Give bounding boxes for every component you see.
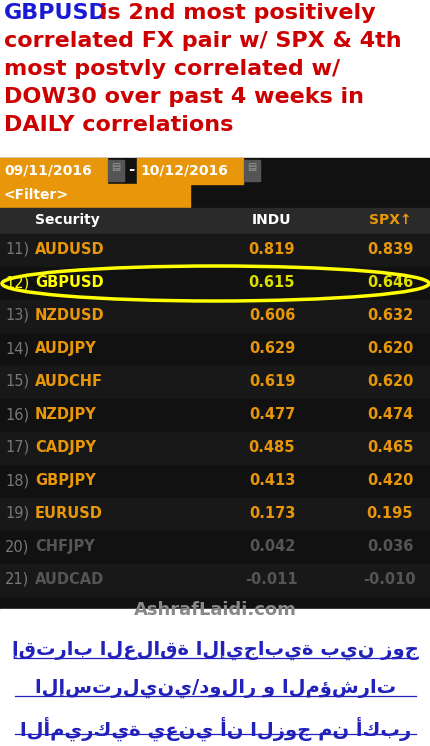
Text: 13): 13) [5, 308, 29, 323]
Bar [0, 0, 430, 158]
Bar [137, 158, 243, 184]
Bar [0, 184, 190, 208]
Text: 09/11/2016: 09/11/2016 [4, 163, 92, 177]
Text: 0.195: 0.195 [366, 506, 412, 521]
Text: 0.173: 0.173 [248, 506, 295, 521]
Text: 0.819: 0.819 [248, 242, 295, 257]
Text: INDU: INDU [252, 213, 291, 227]
Text: 18): 18) [5, 473, 29, 488]
Bar [0, 564, 430, 597]
Text: DOW30 over past 4 weeks in: DOW30 over past 4 weeks in [4, 87, 363, 107]
Text: 0.629: 0.629 [248, 341, 295, 356]
Text: -0.011: -0.011 [245, 572, 298, 587]
Text: 0.485: 0.485 [248, 440, 295, 455]
Text: 21): 21) [5, 572, 29, 587]
Text: CADJPY: CADJPY [35, 440, 96, 455]
Text: 12): 12) [5, 275, 29, 290]
Text: CHFJPY: CHFJPY [35, 539, 95, 554]
Bar [0, 208, 430, 234]
Text: 0.042: 0.042 [248, 539, 295, 554]
Bar [0, 366, 430, 399]
Text: 0.620: 0.620 [366, 341, 412, 356]
Bar [0, 498, 430, 531]
Bar [0, 633, 430, 746]
Bar [108, 160, 124, 181]
Text: AUDJPY: AUDJPY [35, 341, 96, 356]
Text: 20): 20) [5, 539, 29, 554]
Text: NZDUSD: NZDUSD [35, 308, 104, 323]
Text: -: - [128, 162, 134, 177]
Text: correlated FX pair w/ SPX & 4th: correlated FX pair w/ SPX & 4th [4, 31, 401, 51]
Text: <Filter>: <Filter> [4, 188, 69, 202]
Text: 0.646: 0.646 [366, 275, 412, 290]
Text: ▤: ▤ [111, 162, 120, 172]
Text: 0.465: 0.465 [366, 440, 412, 455]
Text: AUDCHF: AUDCHF [35, 374, 103, 389]
Text: EURUSD: EURUSD [35, 506, 103, 521]
Text: الأميركية يعني أن الزوج من أكبر: الأميركية يعني أن الزوج من أكبر [20, 717, 410, 742]
Text: 0.632: 0.632 [366, 308, 412, 323]
Text: 0.474: 0.474 [366, 407, 412, 422]
Bar [0, 597, 430, 609]
Bar [0, 531, 430, 564]
Bar [0, 158, 107, 184]
Bar [0, 158, 430, 612]
Text: 0.615: 0.615 [248, 275, 295, 290]
Text: 0.619: 0.619 [248, 374, 295, 389]
Text: 0.839: 0.839 [366, 242, 412, 257]
Text: is 2nd most positively: is 2nd most positively [92, 3, 375, 23]
Text: 19): 19) [5, 506, 29, 521]
Text: most postvly correlated w/: most postvly correlated w/ [4, 59, 339, 79]
Text: 0.620: 0.620 [366, 374, 412, 389]
Text: AshrafLaidi.com: AshrafLaidi.com [134, 601, 296, 619]
Bar [0, 300, 430, 333]
Text: الإسترليني/دولار و المؤشرات: الإسترليني/دولار و المؤشرات [35, 679, 395, 698]
Text: NZDJPY: NZDJPY [35, 407, 96, 422]
Text: 0.606: 0.606 [248, 308, 295, 323]
Text: ▤: ▤ [247, 162, 256, 172]
Bar [0, 234, 430, 267]
Bar [0, 609, 430, 633]
Text: 16): 16) [5, 407, 29, 422]
Bar [243, 160, 259, 181]
Text: GBPJPY: GBPJPY [35, 473, 95, 488]
Bar [0, 432, 430, 465]
Bar [0, 267, 430, 300]
Text: 0.036: 0.036 [366, 539, 412, 554]
Text: -0.010: -0.010 [363, 572, 415, 587]
Bar [0, 399, 430, 432]
Text: 15): 15) [5, 374, 29, 389]
Bar [0, 465, 430, 498]
Text: DAILY correlations: DAILY correlations [4, 115, 233, 135]
Text: 0.477: 0.477 [248, 407, 295, 422]
Bar [0, 333, 430, 366]
Text: إقتراب العلاقة الإيجابية بين زوج: إقتراب العلاقة الإيجابية بين زوج [12, 641, 418, 660]
Text: 0.413: 0.413 [248, 473, 295, 488]
Text: 17): 17) [5, 440, 29, 455]
Text: GBPUSD: GBPUSD [35, 275, 103, 290]
Text: SPX↑: SPX↑ [368, 213, 410, 227]
Text: GBPUSD: GBPUSD [4, 3, 108, 23]
Text: AUDUSD: AUDUSD [35, 242, 104, 257]
Text: AUDCAD: AUDCAD [35, 572, 104, 587]
Text: Security: Security [35, 213, 99, 227]
Text: 14): 14) [5, 341, 29, 356]
Text: 0.420: 0.420 [366, 473, 412, 488]
Text: 11): 11) [5, 242, 29, 257]
Text: 10/12/2016: 10/12/2016 [140, 163, 227, 177]
